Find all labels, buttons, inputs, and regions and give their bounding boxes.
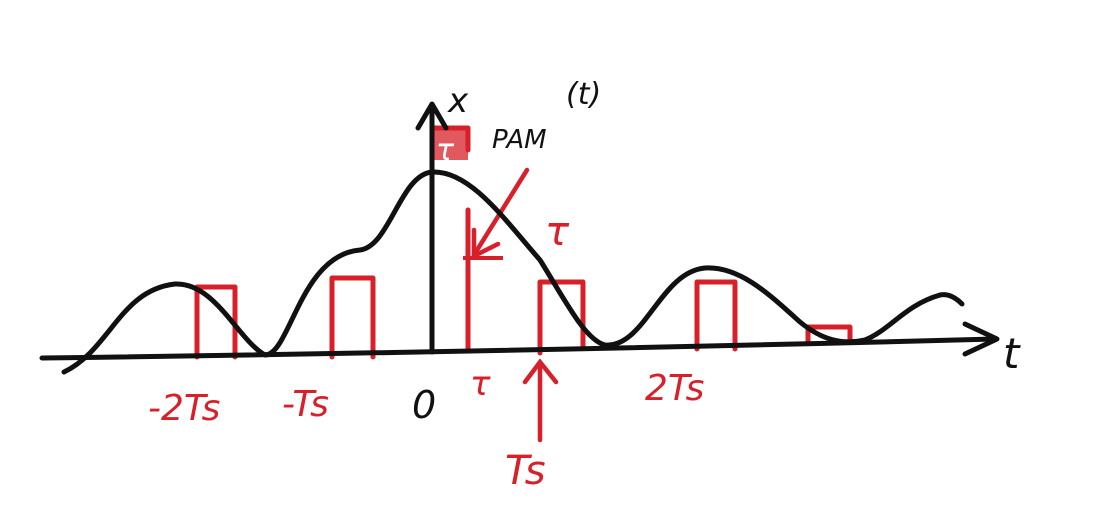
- tau-bracket: [463, 210, 503, 260]
- label-2ts: 2Ts: [645, 368, 704, 409]
- pulse-zero-top-fill: [432, 128, 468, 160]
- x-axis-label: t: [1003, 329, 1021, 378]
- label-minus-2ts: -2Ts: [148, 388, 220, 429]
- pulse-2ts: [694, 279, 738, 352]
- ts-arrow: [522, 358, 559, 443]
- label-minus-ts: -Ts: [282, 384, 329, 425]
- y-axis-label-argument: (t): [566, 77, 601, 112]
- origin-label: 0: [412, 383, 436, 427]
- label-ts: Ts: [505, 448, 546, 494]
- value-axis-arrowhead: [415, 101, 449, 131]
- y-axis-label-subscript: PAM: [492, 125, 547, 155]
- pulse-minus-ts: [329, 275, 376, 360]
- time-axis-arrowhead: [962, 321, 1000, 357]
- tau-right-annotation: τ: [545, 209, 570, 255]
- pulse-ts: [537, 279, 586, 356]
- label-tau: τ: [470, 364, 491, 404]
- tau-top-annotation: τ: [436, 133, 455, 168]
- y-axis-label: x: [447, 81, 469, 121]
- pulse-3ts: [805, 324, 853, 345]
- message-signal-curve: [61, 169, 965, 375]
